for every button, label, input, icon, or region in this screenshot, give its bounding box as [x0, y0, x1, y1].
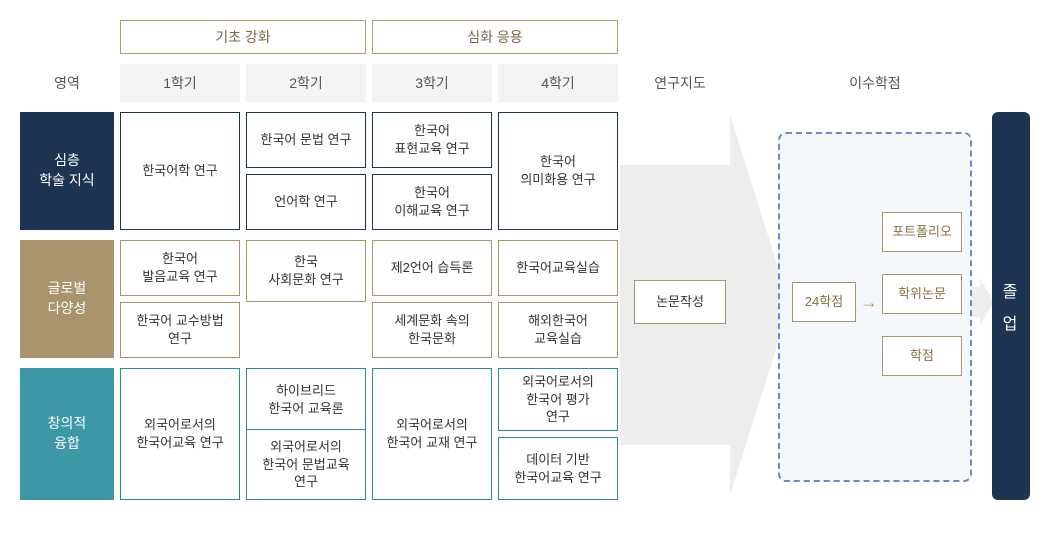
credit-item-box: 포트폴리오 [882, 212, 962, 252]
credit-item-box: 학점 [882, 336, 962, 376]
course-box: 한국사회문화 연구 [246, 240, 366, 302]
row-category-label: 창의적융합 [20, 368, 114, 500]
course-box: 제2언어 습득론 [372, 240, 492, 296]
graduation-char-2: 업 [1003, 310, 1020, 334]
graduation-pillar: 졸 업 [992, 112, 1030, 500]
research-box: 논문작성 [634, 280, 726, 324]
column-header: 4학기 [498, 64, 618, 102]
column-header: 이수학점 [780, 64, 970, 102]
course-box: 언어학 연구 [246, 174, 366, 230]
course-box: 한국어의미화용 연구 [498, 112, 618, 230]
course-box: 해외한국어교육실습 [498, 302, 618, 358]
row-category-label: 심층학술 지식 [20, 112, 114, 230]
credits-main-label: 24학점 [805, 293, 843, 311]
course-box: 외국어로서의한국어 교재 연구 [372, 368, 492, 500]
course-box: 세계문화 속의한국문화 [372, 302, 492, 358]
row-category-label: 글로벌다양성 [20, 240, 114, 358]
credits-arrow-icon: → [860, 292, 878, 313]
curriculum-diagram: 기초 강화심화 응용 영역1학기2학기3학기4학기 연구지도 이수학점 심층학술 지… [20, 20, 1030, 530]
graduation-char-1: 졸 [1003, 278, 1020, 302]
course-box: 한국어발음교육 연구 [120, 240, 240, 296]
phase-header: 심화 응용 [372, 20, 618, 54]
phase-header: 기초 강화 [120, 20, 366, 54]
course-box: 한국어교육실습 [498, 240, 618, 296]
course-box: 외국어로서의한국어 문법교육연구 [246, 429, 366, 500]
column-header: 연구지도 [630, 64, 730, 102]
course-box: 외국어로서의한국어교육 연구 [120, 368, 240, 500]
column-header: 3학기 [372, 64, 492, 102]
course-box: 데이터 기반한국어교육 연구 [498, 437, 618, 500]
credit-item-box: 학위논문 [882, 274, 962, 314]
credits-main-box: 24학점 [792, 282, 856, 322]
course-box: 하이브리드한국어 교육론 [246, 368, 366, 431]
column-header: 2학기 [246, 64, 366, 102]
course-box: 한국어이해교육 연구 [372, 174, 492, 230]
grad-arrow-icon [972, 287, 980, 317]
course-box: 한국어학 연구 [120, 112, 240, 230]
research-label: 논문작성 [656, 293, 704, 311]
course-box: 한국어 문법 연구 [246, 112, 366, 168]
column-header: 영역 [20, 64, 114, 102]
course-box: 한국어표현교육 연구 [372, 112, 492, 168]
course-box: 외국어로서의한국어 평가연구 [498, 368, 618, 431]
column-header: 1학기 [120, 64, 240, 102]
course-box: 한국어 교수방법연구 [120, 302, 240, 358]
